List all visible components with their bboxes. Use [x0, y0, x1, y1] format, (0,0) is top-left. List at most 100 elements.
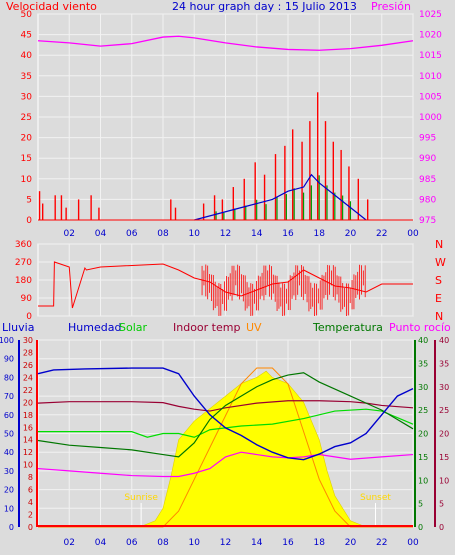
- left-tick-label: 50: [21, 10, 33, 20]
- direction-tick-label: 270: [15, 258, 32, 268]
- inner-left-tick-label: 2: [28, 511, 33, 520]
- pressure-axis-label: Presión: [371, 0, 411, 13]
- inner-left-tick-label: 4: [28, 498, 33, 507]
- humidity-tick-label: 80: [4, 373, 14, 382]
- humidity-tick-label: 90: [4, 355, 14, 364]
- humidity-tick-label: 0: [9, 523, 14, 532]
- right-tick-label: 1020: [419, 31, 442, 41]
- x-tick-label: 18: [314, 229, 326, 239]
- x-tick-label: 22: [376, 229, 387, 239]
- outer-right-tick-label: 25: [439, 406, 449, 415]
- compass-label: N: [435, 238, 443, 251]
- x-tick-label: 14: [251, 538, 263, 548]
- right-tick-label: 980: [419, 195, 436, 205]
- solar-radiation-area: [38, 370, 413, 528]
- temperature-tick-label: 30: [418, 383, 428, 392]
- outer-right-tick-label: 0: [439, 523, 444, 532]
- multi-sensor-panel: 0102030405060708090100024681012141618202…: [0, 336, 449, 548]
- uv-line: [38, 367, 413, 528]
- outer-right-tick-label: 20: [439, 430, 449, 439]
- x-tick-label: 04: [95, 538, 107, 548]
- left-tick-label: 25: [21, 113, 32, 123]
- wind-average-line: [194, 173, 367, 221]
- right-tick-label: 1015: [419, 51, 442, 61]
- inner-left-tick-label: 20: [23, 398, 33, 407]
- dew-point-line: [37, 451, 414, 478]
- right-tick-label: 1000: [419, 113, 442, 123]
- x-tick-label: 06: [126, 538, 138, 548]
- humidity-tick-label: 10: [4, 504, 14, 513]
- inner-left-tick-label: 8: [28, 473, 33, 482]
- inner-left-tick-label: 10: [23, 461, 33, 470]
- outer-right-tick-label: 10: [439, 476, 449, 485]
- x-tick-label: 10: [189, 229, 201, 239]
- wind-pressure-panel: 0510152025303540455097598098599099510001…: [21, 10, 443, 239]
- x-tick-label: 12: [220, 229, 231, 239]
- direction-tick-label: 180: [15, 276, 32, 286]
- inner-left-tick-label: 24: [23, 373, 33, 382]
- compass-label: N: [435, 310, 443, 323]
- indoor-temp-line: [37, 400, 414, 412]
- x-tick-label: 12: [220, 538, 231, 548]
- inner-left-tick-label: 30: [23, 336, 33, 345]
- inner-left-tick-label: 12: [23, 448, 33, 457]
- right-tick-label: 1005: [419, 92, 442, 102]
- wind-direction-panel: 360 N 270 W 180 S 90 E 0 N: [15, 238, 446, 323]
- inner-left-tick-label: 22: [23, 386, 33, 395]
- legend-uv: UV: [246, 321, 262, 334]
- temperature-tick-label: 35: [418, 359, 428, 368]
- temperature-tick-label: 20: [418, 430, 428, 439]
- x-tick-label: 04: [95, 229, 107, 239]
- compass-label: S: [435, 274, 442, 287]
- temperature-line: [37, 372, 414, 458]
- inner-left-tick-label: 26: [23, 361, 33, 370]
- legend-rain: Lluvia: [2, 321, 34, 334]
- humidity-line: [37, 367, 414, 461]
- x-tick-label: 20: [345, 538, 357, 548]
- inner-left-tick-label: 0: [28, 523, 33, 532]
- outer-right-tick-label: 30: [439, 383, 449, 392]
- outer-right-tick-label: 40: [439, 336, 449, 345]
- right-tick-label: 985: [419, 175, 436, 185]
- legend-solar: Solar: [119, 321, 148, 334]
- inner-left-tick-label: 14: [23, 436, 33, 445]
- outer-right-tick-label: 35: [439, 359, 449, 368]
- humidity-tick-label: 20: [4, 486, 14, 495]
- right-tick-label: 990: [419, 154, 436, 164]
- x-tick-label: 02: [64, 538, 75, 548]
- wind-direction-line: [38, 261, 413, 309]
- left-tick-label: 30: [21, 92, 33, 102]
- left-tick-label: 40: [21, 51, 33, 61]
- compass-label: E: [435, 292, 442, 305]
- wind-axis-label: Velocidad viento: [6, 0, 97, 13]
- temperature-tick-label: 15: [418, 453, 428, 462]
- x-tick-label: 22: [376, 538, 387, 548]
- temperature-tick-label: 10: [418, 476, 428, 485]
- chart-title: 24 hour graph day : 15 Julio 2013: [172, 0, 357, 13]
- inner-left-tick-label: 28: [23, 348, 33, 357]
- x-tick-label: 16: [282, 229, 294, 239]
- temperature-tick-label: 40: [418, 336, 428, 345]
- pressure-line: [37, 35, 414, 51]
- left-tick-label: 15: [21, 154, 32, 164]
- x-tick-label: 10: [189, 538, 201, 548]
- legend-dew-point: Punto rocío: [389, 321, 451, 334]
- x-tick-label: 00: [407, 538, 419, 548]
- sunset-label: Sunset: [360, 493, 391, 503]
- right-tick-label: 975: [419, 216, 436, 226]
- x-tick-label: 02: [64, 229, 75, 239]
- left-tick-label: 0: [26, 216, 32, 226]
- left-tick-label: 5: [26, 195, 32, 205]
- sunrise-label: Sunrise: [124, 493, 158, 503]
- inner-left-tick-label: 18: [23, 411, 33, 420]
- x-tick-label: 20: [345, 229, 357, 239]
- temperature-tick-label: 25: [418, 406, 428, 415]
- humidity-tick-label: 40: [4, 448, 14, 457]
- outer-right-tick-label: 5: [439, 500, 444, 509]
- legend-indoor-temp: Indoor temp: [173, 321, 240, 334]
- temperature-tick-label: 5: [418, 500, 423, 509]
- right-tick-label: 1010: [419, 72, 442, 82]
- x-tick-label: 18: [314, 538, 326, 548]
- direction-tick-label: 90: [21, 294, 33, 304]
- legend-humidity: Humedad: [68, 321, 121, 334]
